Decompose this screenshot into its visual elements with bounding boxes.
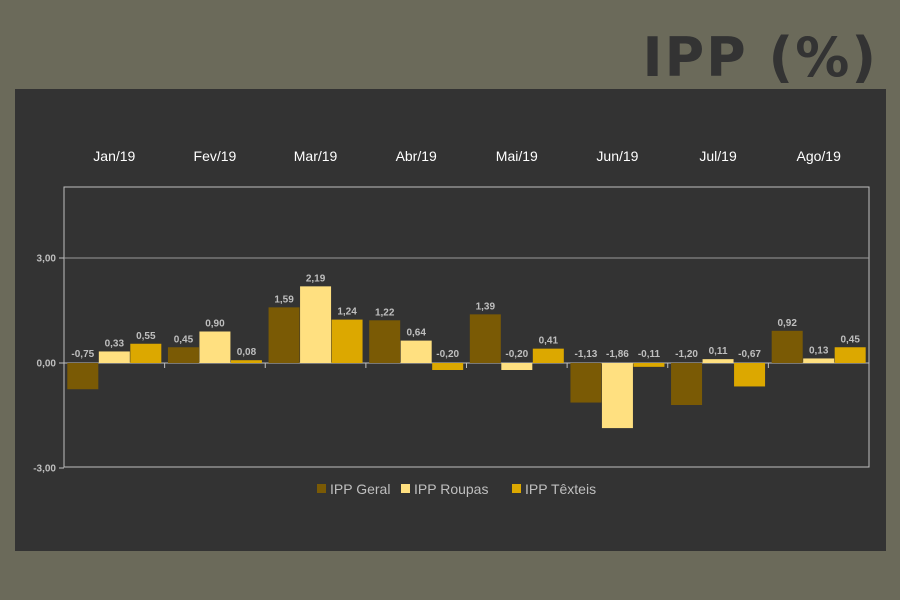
data-label: -1,86 [606, 349, 629, 360]
bar-ipp-roupas [501, 363, 533, 370]
legend-label: IPP Roupas [414, 481, 488, 497]
chart-panel: 3,00 0,00 -3,00 Jan/19 Fev/19 Mar/19 Abr/19 Mai… [15, 89, 886, 551]
data-label: -0,11 [638, 349, 661, 360]
ipp-bar-chart: 3,00 0,00 -3,00 Jan/19 Fev/19 Mar/19 Abr/19 Mai… [33, 148, 870, 497]
bar-ipp-roupas [702, 359, 734, 363]
category-label: Fev/19 [194, 148, 237, 164]
bar-ipp-roupas [400, 340, 432, 363]
data-label: -0,75 [71, 349, 94, 360]
data-label: 0,08 [237, 347, 257, 358]
data-label: 0,45 [174, 334, 194, 345]
bar-ipp-roupas [98, 351, 130, 363]
bar-ipp-txteis [734, 363, 766, 387]
bar-ipp-geral [469, 314, 501, 363]
legend-swatch [401, 484, 410, 493]
legend-swatch [317, 484, 326, 493]
bar-ipp-roupas [199, 331, 231, 363]
data-label: -1,13 [575, 349, 598, 360]
data-label: -0,20 [505, 349, 528, 360]
category-label: Jun/19 [596, 148, 638, 164]
category-label: Ago/19 [797, 148, 842, 164]
data-label: -1,20 [675, 349, 698, 360]
data-label: 0,92 [777, 318, 797, 329]
data-label: 1,59 [274, 294, 294, 305]
bar-ipp-txteis [432, 363, 464, 370]
bar-ipp-geral [167, 347, 199, 363]
bar-ipp-roupas [300, 286, 332, 363]
bar-ipp-txteis [230, 360, 262, 363]
data-label: 0,45 [840, 334, 860, 345]
y-tick-label: 3,00 [37, 254, 57, 265]
bar-ipp-txteis [532, 348, 564, 363]
bar-ipp-geral [369, 320, 401, 363]
category-label: Jul/19 [699, 148, 737, 164]
bar-ipp-roupas [803, 358, 835, 363]
legend-label: IPP Geral [330, 481, 390, 497]
y-tick-label: -3,00 [33, 464, 56, 475]
data-label: 0,64 [406, 328, 426, 339]
legend-swatch [512, 484, 521, 493]
category-label: Mar/19 [294, 148, 338, 164]
data-label: 0,55 [136, 331, 156, 342]
category-label: Jan/19 [93, 148, 135, 164]
category-label: Abr/19 [396, 148, 437, 164]
bar-ipp-geral [268, 307, 300, 363]
data-label: 0,33 [105, 338, 125, 349]
bar-ipp-txteis [834, 347, 866, 363]
data-label: 1,22 [375, 307, 395, 318]
bar-ipp-geral [570, 363, 602, 403]
data-label: 0,11 [709, 346, 728, 357]
data-label: -0,20 [436, 349, 459, 360]
bar-ipp-txteis [331, 319, 363, 363]
bar-ipp-txteis [633, 363, 665, 367]
legend-label: IPP Têxteis [525, 481, 596, 497]
data-label: 1,24 [337, 307, 357, 318]
data-label: 2,19 [306, 273, 326, 284]
data-label: 0,13 [809, 345, 829, 356]
data-label: 0,41 [539, 336, 559, 347]
data-label: 1,39 [476, 301, 496, 312]
bar-ipp-geral [671, 363, 703, 405]
bar-ipp-geral [67, 363, 99, 390]
bar-ipp-roupas [601, 363, 633, 429]
y-tick-label: 0,00 [37, 359, 57, 370]
bar-ipp-geral [771, 330, 803, 363]
bar-ipp-txteis [130, 343, 162, 363]
data-label: -0,67 [738, 349, 761, 360]
chart-title: IPP (%) [642, 26, 878, 89]
plot-area-border [63, 186, 870, 468]
category-label: Mai/19 [496, 148, 538, 164]
data-label: 0,90 [205, 319, 225, 330]
